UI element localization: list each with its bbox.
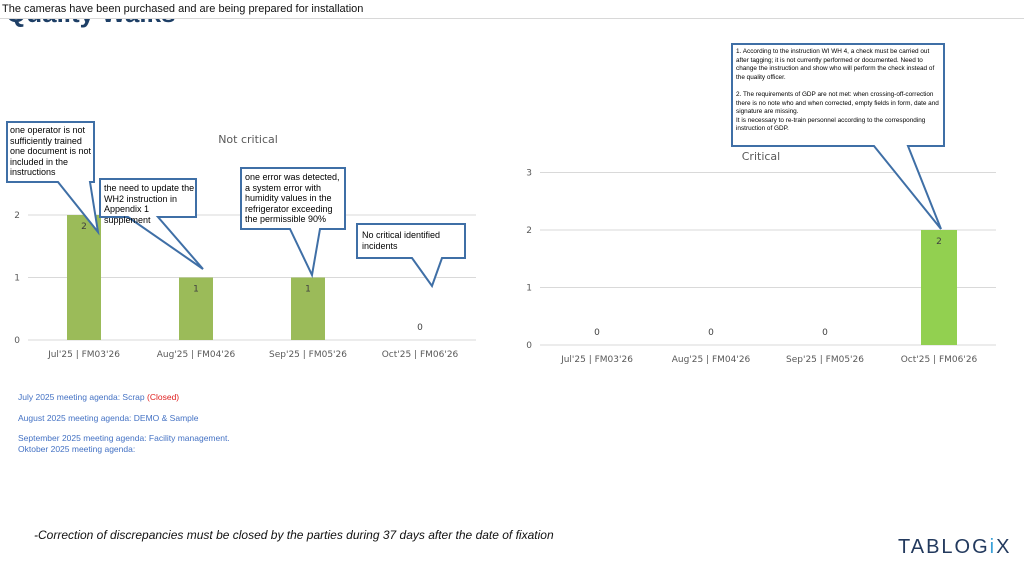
callout-4-text: No critical identified incidents bbox=[362, 230, 441, 251]
critical-data-label: 2 bbox=[936, 237, 942, 247]
critical-data-label: 0 bbox=[822, 328, 828, 338]
agenda-august: August 2025 meeting agenda: DEMO & Sampl… bbox=[18, 413, 199, 423]
callout-1-text: one operator is not sufficiently trained… bbox=[10, 125, 92, 177]
callout-3-text: one error was detected, a system error w… bbox=[245, 172, 340, 224]
critical-ytick-label: 2 bbox=[526, 226, 532, 236]
critical-title: Critical bbox=[742, 150, 780, 163]
not-critical-ytick-label: 2 bbox=[14, 211, 20, 221]
critical-category-label: Oct'25 | FM06'26 bbox=[901, 355, 978, 365]
callout-2-text: the need to update the WH2 instruction i… bbox=[104, 183, 195, 225]
not-critical-category-label: Jul'25 | FM03'26 bbox=[47, 350, 120, 360]
not-critical-ytick-label: 1 bbox=[14, 274, 20, 284]
not-critical-data-label: 1 bbox=[193, 285, 199, 295]
critical-bar bbox=[921, 230, 957, 345]
critical-data-label: 0 bbox=[708, 328, 714, 338]
not-critical-category-label: Oct'25 | FM06'26 bbox=[382, 350, 459, 360]
agenda-july-status: (Closed) bbox=[147, 392, 180, 402]
callout-3-shape bbox=[240, 167, 346, 279]
not-critical-data-label: 0 bbox=[417, 323, 423, 333]
agenda-october: Oktober 2025 meeting agenda: bbox=[18, 444, 136, 454]
footer-note: -Correction of discrepancies must be clo… bbox=[34, 528, 554, 542]
critical-ytick-label: 3 bbox=[526, 169, 532, 179]
not-critical-bar bbox=[179, 277, 213, 340]
critical-category-label: Jul'25 | FM03'26 bbox=[560, 355, 633, 365]
callout-4-shape bbox=[356, 223, 466, 289]
agenda-july: July 2025 meeting agenda: Scrap (Closed) bbox=[18, 392, 179, 402]
critical-ytick-label: 1 bbox=[526, 284, 532, 294]
critical-category-label: Sep'25 | FM05'26 bbox=[786, 355, 864, 365]
not-critical-data-label: 2 bbox=[81, 222, 87, 232]
critical-data-label: 0 bbox=[594, 328, 600, 338]
critical-category-label: Aug'25 | FM04'26 bbox=[672, 355, 751, 365]
critical-ytick-label: 0 bbox=[526, 341, 532, 351]
not-critical-data-label: 1 bbox=[305, 285, 311, 295]
callout-1-shape bbox=[6, 121, 100, 236]
agenda-september: September 2025 meeting agenda: Facility … bbox=[18, 433, 230, 443]
callout-2-shape bbox=[99, 178, 204, 270]
callout-5-shape bbox=[731, 43, 945, 230]
not-critical-bar bbox=[291, 277, 325, 340]
not-critical-category-label: Sep'25 | FM05'26 bbox=[269, 350, 347, 360]
tablogix-logo: TABLOGiX bbox=[898, 536, 1012, 558]
not-critical-bar bbox=[67, 215, 101, 340]
agenda-july-text: July 2025 meeting agenda: Scrap bbox=[18, 392, 148, 402]
not-critical-ytick-label: 0 bbox=[14, 336, 20, 346]
not-critical-category-label: Aug'25 | FM04'26 bbox=[157, 350, 236, 360]
not-critical-title: Not critical bbox=[218, 133, 278, 146]
status-banner: The cameras have been purchased and are … bbox=[0, 0, 1024, 19]
callout-5-text: 1. According to the instruction WI WH 4,… bbox=[736, 48, 939, 133]
